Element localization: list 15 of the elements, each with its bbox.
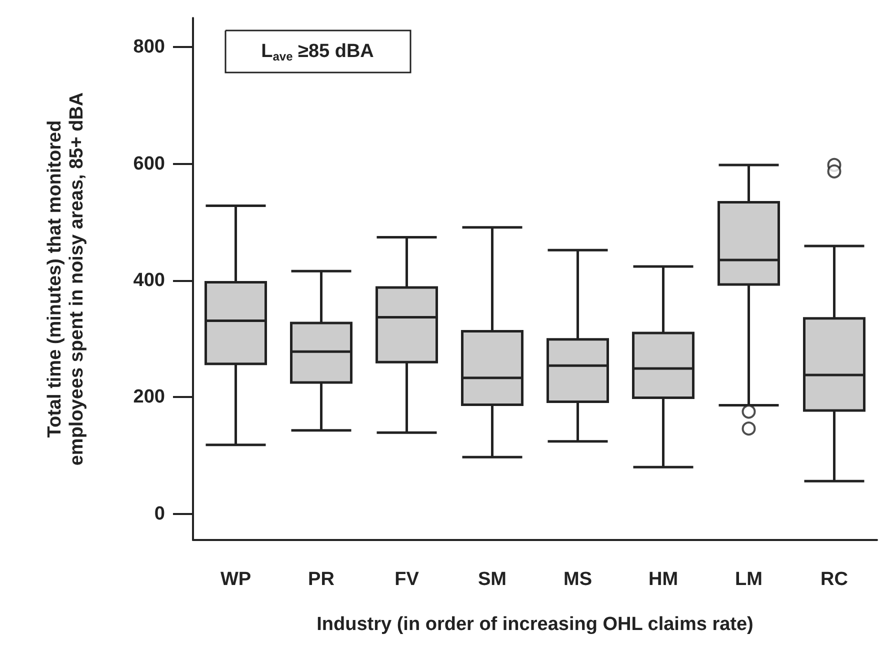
- x-tick-label: WP: [220, 569, 252, 590]
- x-tick-label: MS: [564, 569, 592, 590]
- y-tick-label: 800: [133, 36, 165, 58]
- x-tick-label: LM: [735, 569, 762, 590]
- x-tick-label: HM: [648, 569, 678, 590]
- x-tick-label: RC: [820, 569, 848, 590]
- x-axis-title: Industry (in order of increasing OHL claims rate): [316, 614, 754, 635]
- x-tick-label: SM: [478, 569, 506, 590]
- y-tick-label: 400: [133, 270, 165, 291]
- y-tick-label: 200: [133, 386, 165, 408]
- x-tick-label: PR: [308, 569, 335, 590]
- y-tick-label: 600: [133, 153, 165, 174]
- y-tick-label: 0: [154, 503, 165, 524]
- x-tick-label: FV: [394, 569, 420, 590]
- y-axis-title: Total time (minutes) that monitored employees spent in noisy areas, 85+ dBA: [44, 92, 88, 466]
